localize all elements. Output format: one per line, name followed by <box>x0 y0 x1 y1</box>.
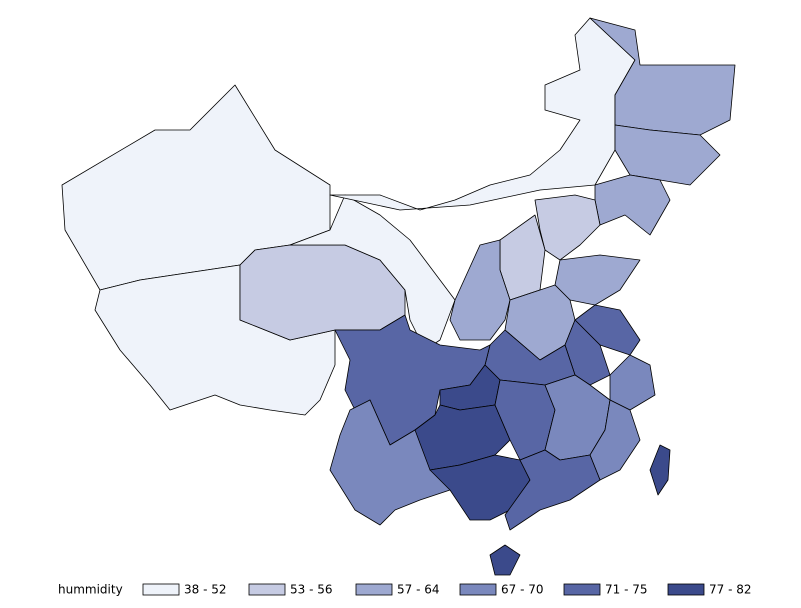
legend-label: 53 - 56 <box>290 583 333 597</box>
region <box>239 244 406 341</box>
legend-label: 67 - 70 <box>501 583 544 597</box>
legend: hummidity 38 - 52 53 - 56 57 - 64 67 - 70 71… <box>58 583 752 597</box>
region <box>649 444 671 496</box>
region <box>594 174 671 236</box>
region <box>329 399 451 526</box>
region <box>329 17 636 211</box>
legend-label: 77 - 82 <box>709 583 752 597</box>
legend-swatch <box>355 583 393 596</box>
legend-label: 71 - 75 <box>605 583 648 597</box>
region <box>489 544 521 576</box>
region <box>499 214 546 301</box>
region <box>614 124 721 186</box>
legend-swatch <box>142 583 180 596</box>
legend-title: hummidity <box>58 583 123 597</box>
legend-swatch <box>667 583 705 596</box>
legend-swatch <box>248 583 286 596</box>
region-layer <box>61 17 736 576</box>
legend-swatch <box>563 583 601 596</box>
legend-swatch <box>459 583 497 596</box>
region <box>609 354 656 411</box>
region <box>589 399 641 481</box>
legend-label: 38 - 52 <box>184 583 227 597</box>
region <box>504 449 601 531</box>
region <box>534 194 601 261</box>
region <box>449 239 511 341</box>
legend-label: 57 - 64 <box>397 583 440 597</box>
